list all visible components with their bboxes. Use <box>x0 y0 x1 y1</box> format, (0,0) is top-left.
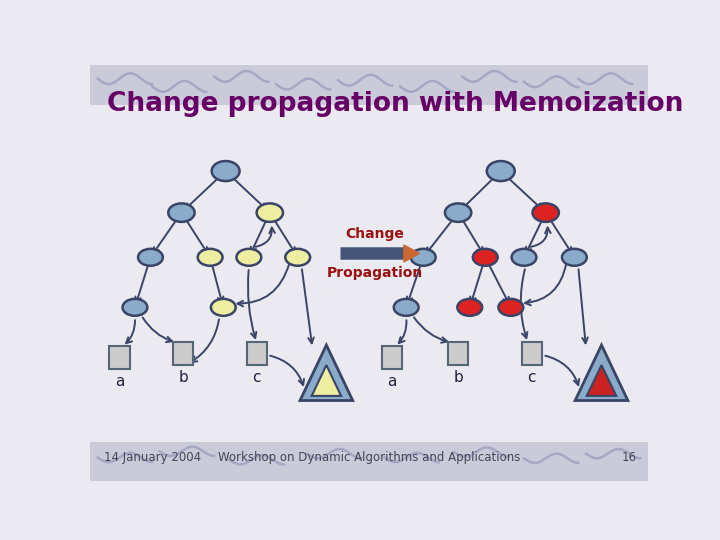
Ellipse shape <box>487 161 515 181</box>
Ellipse shape <box>445 204 472 222</box>
Text: Change propagation with Memoization: Change propagation with Memoization <box>107 91 683 117</box>
Text: 14 January 2004: 14 January 2004 <box>104 451 201 464</box>
Text: a: a <box>387 374 397 389</box>
Ellipse shape <box>122 299 148 316</box>
Ellipse shape <box>533 204 559 222</box>
Text: Workshop on Dynamic Algorithms and Applications: Workshop on Dynamic Algorithms and Appli… <box>218 451 520 464</box>
Text: Change: Change <box>345 227 404 241</box>
Ellipse shape <box>211 299 235 316</box>
Ellipse shape <box>394 299 418 316</box>
Ellipse shape <box>138 249 163 266</box>
Text: c: c <box>253 370 261 386</box>
Ellipse shape <box>411 249 436 266</box>
Polygon shape <box>575 345 628 401</box>
Ellipse shape <box>473 249 498 266</box>
Ellipse shape <box>512 249 536 266</box>
Bar <box>109 346 130 369</box>
Bar <box>522 342 542 365</box>
Bar <box>173 342 193 365</box>
Text: b: b <box>454 370 463 386</box>
Polygon shape <box>404 245 419 262</box>
Text: a: a <box>114 374 124 389</box>
Polygon shape <box>312 365 341 396</box>
FancyBboxPatch shape <box>90 65 648 105</box>
Ellipse shape <box>498 299 523 316</box>
Ellipse shape <box>168 204 194 222</box>
Polygon shape <box>300 345 353 401</box>
Ellipse shape <box>212 161 240 181</box>
Text: 16: 16 <box>621 451 636 464</box>
Ellipse shape <box>198 249 222 266</box>
Ellipse shape <box>256 204 283 222</box>
FancyBboxPatch shape <box>90 442 648 481</box>
Ellipse shape <box>236 249 261 266</box>
Text: c: c <box>528 370 536 386</box>
Bar <box>246 342 266 365</box>
Text: b: b <box>178 370 188 386</box>
Polygon shape <box>587 365 616 396</box>
Text: Propagation: Propagation <box>326 266 423 280</box>
Ellipse shape <box>285 249 310 266</box>
Bar <box>448 342 468 365</box>
Ellipse shape <box>562 249 587 266</box>
Bar <box>382 346 402 369</box>
Ellipse shape <box>457 299 482 316</box>
